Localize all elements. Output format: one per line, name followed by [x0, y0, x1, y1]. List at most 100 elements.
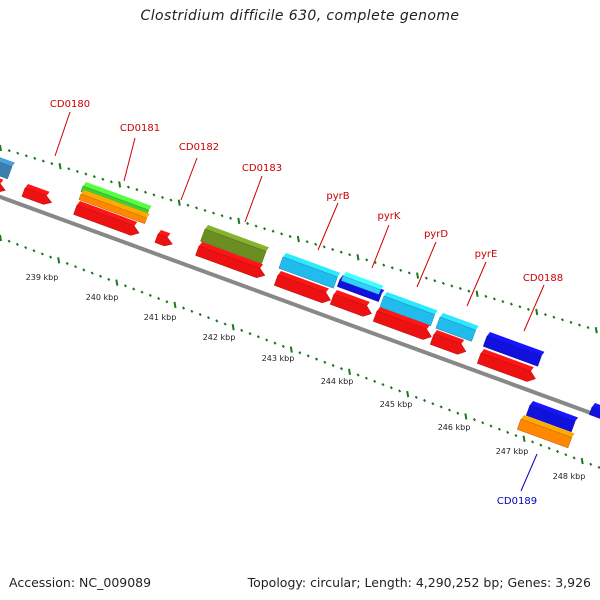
outer-track-tick [322, 245, 326, 249]
outer-track-tick [33, 156, 37, 161]
feature-pyrb-cds-top [278, 271, 329, 293]
feature-pyrb-cds-body [273, 274, 331, 304]
outer-track-tick [24, 154, 28, 158]
leader-reverse-0 [520, 453, 538, 492]
inner-track-tick [323, 360, 327, 364]
outer-track-tick [220, 214, 224, 218]
feature-pyrd-cds-body [372, 310, 432, 340]
inner-track-tick [431, 402, 435, 406]
outer-track-tick [475, 290, 479, 297]
inner-track-tick [506, 430, 510, 434]
topology-value: circular [310, 575, 357, 590]
inner-track-tick [564, 453, 568, 457]
inner-track-tick [414, 395, 418, 399]
leader-forward-4 [317, 202, 339, 251]
outer-track-tick [535, 308, 539, 316]
inner-track-tick [547, 446, 551, 450]
tick-label-242: 242 kbp [203, 333, 236, 342]
inner-track-tick [464, 413, 468, 420]
feature-pyrd-cyan-body [379, 295, 436, 327]
inner-track-tick [348, 368, 352, 376]
outer-track-tick [365, 258, 369, 262]
feature-pyrk-cds-body [329, 293, 372, 317]
outer-track-tick [84, 172, 88, 176]
genes-value: 3,926 [555, 575, 591, 590]
outer-track-tick [194, 206, 199, 210]
inner-track-tick [522, 435, 526, 442]
feature-pyrd-cds-top [377, 307, 430, 330]
tick-label-247: 247 kbp [496, 447, 529, 456]
outer-track-tick [228, 216, 233, 220]
outer-track-tick [586, 325, 590, 330]
feature-cd0188-blue [482, 332, 545, 367]
inner-track-tick [314, 357, 319, 361]
inner-track-tick [165, 300, 169, 304]
feature-cd0188-cds-body [476, 352, 536, 382]
feature-cd0190-blue [588, 403, 600, 419]
topology-label: Topology: [247, 575, 307, 590]
inner-track-tick [580, 457, 584, 465]
feature-cd0182-cds [154, 230, 173, 247]
outer-track-tick [75, 169, 79, 174]
feature-cd0183-cds [195, 242, 266, 278]
gene-label-pyrk: pyrK [378, 211, 401, 222]
feature-pyrd-cyan-top [384, 292, 438, 315]
outer-track-tick [169, 198, 173, 202]
inner-track-tick [7, 239, 11, 243]
outer-track-tick [143, 190, 147, 194]
feature-cd0180-cds-body [0, 183, 6, 192]
inner-track-tick [65, 261, 69, 266]
tick-label-244: 244 kbp [321, 377, 354, 386]
outer-track-tick [492, 297, 496, 301]
inner-track-tick [256, 335, 260, 339]
feature-cd0188-cds [476, 349, 536, 382]
outer-track-tick [569, 320, 573, 324]
feature-pyrk-cyan [340, 272, 384, 295]
leader-forward-5 [371, 224, 390, 269]
inner-track-tick [356, 373, 360, 377]
tick-label-243: 243 kbp [262, 354, 295, 363]
outer-track-tick [543, 312, 548, 317]
inner-track-tick [306, 354, 310, 358]
feature-pyrb-cyan-top [283, 253, 341, 277]
outer-track-tick [92, 175, 96, 179]
inner-track-tick [289, 346, 293, 353]
leader-forward-1 [123, 137, 136, 182]
inner-tick-track [0, 234, 600, 470]
leader-forward-0 [54, 111, 71, 157]
leader-forward-3 [244, 175, 263, 223]
inner-track-tick [140, 290, 144, 294]
outer-track-tick [331, 247, 335, 252]
inner-track-tick [514, 433, 518, 438]
feature-cd0189-blue [525, 401, 579, 433]
feature-steel-partial [0, 157, 15, 180]
outer-track-tick [246, 221, 250, 226]
outer-track-tick [416, 272, 420, 279]
feature-cd0181-cds-body [73, 204, 140, 236]
gene-label-cd0181: CD0181 [120, 123, 160, 134]
outer-track-tick [109, 180, 113, 184]
outer-track-tick [382, 263, 386, 267]
outer-track-tick [526, 307, 530, 311]
outer-track-tick [399, 268, 403, 272]
leader-forward-6 [416, 241, 437, 288]
inner-track-tick [198, 312, 202, 317]
outer-track-tick [118, 181, 122, 188]
outer-track-tick [441, 281, 445, 285]
inner-track-tick [406, 390, 410, 398]
outer-track-tick [211, 211, 216, 215]
outer-track-tick [152, 193, 156, 197]
outer-track-tick [254, 224, 258, 228]
outer-track-tick [518, 305, 522, 309]
inner-track-tick [107, 277, 111, 282]
feature-pyre-cyan [435, 313, 479, 342]
feature-cd0188-blue-top [487, 332, 545, 356]
tick-label-241: 241 kbp [144, 313, 177, 322]
feature-cd0189-blue-body [525, 404, 576, 433]
outer-track-tick [339, 250, 343, 254]
tick-label-246: 246 kbp [438, 423, 471, 432]
inner-track-tick [489, 424, 493, 428]
leader-forward-7 [466, 261, 487, 307]
outer-track-tick [484, 294, 488, 298]
